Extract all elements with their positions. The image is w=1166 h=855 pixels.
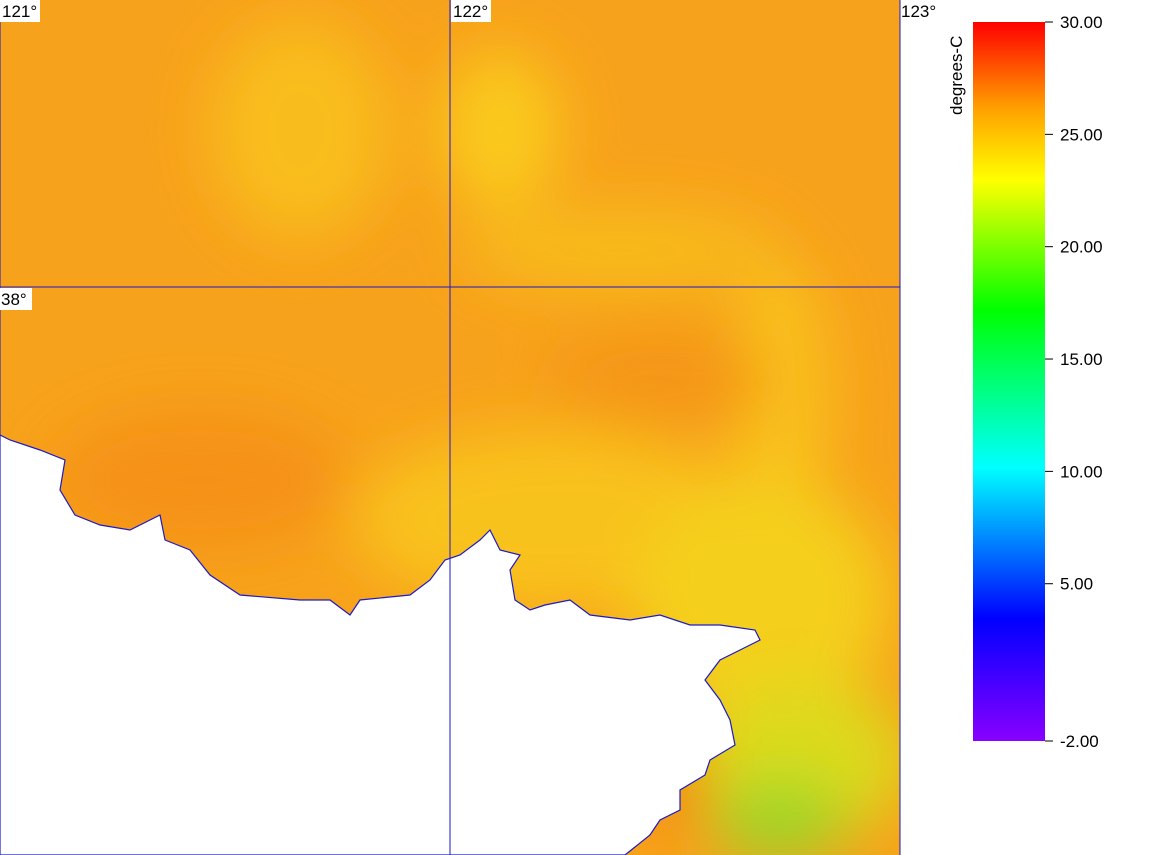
land (0, 434, 761, 855)
colorbar-tick-label: -2.00 (1060, 732, 1099, 751)
colorbar-tick-label: 20.00 (1060, 238, 1103, 257)
lon-labels: 121° 122° 123° 38° (0, 0, 936, 310)
colorbar (973, 22, 1045, 741)
lon-label: 121° (2, 2, 37, 21)
lon-label: 123° (901, 2, 936, 21)
colorbar-tick-label: 30.00 (1060, 13, 1103, 32)
graticule (0, 0, 901, 855)
colorbar-label: degrees-C (947, 36, 966, 115)
colorbar-tick-label: 5.00 (1060, 575, 1093, 594)
colorbar-ticks: 30.00 25.00 20.00 15.00 10.00 5.00 -2.00 (1045, 13, 1103, 751)
colorbar-tick-label: 25.00 (1060, 125, 1103, 144)
lat-label: 38° (1, 290, 27, 309)
colorbar-tick-label: 15.00 (1060, 350, 1103, 369)
colorbar-tick-label: 10.00 (1060, 462, 1103, 481)
lon-label: 122° (453, 2, 488, 21)
